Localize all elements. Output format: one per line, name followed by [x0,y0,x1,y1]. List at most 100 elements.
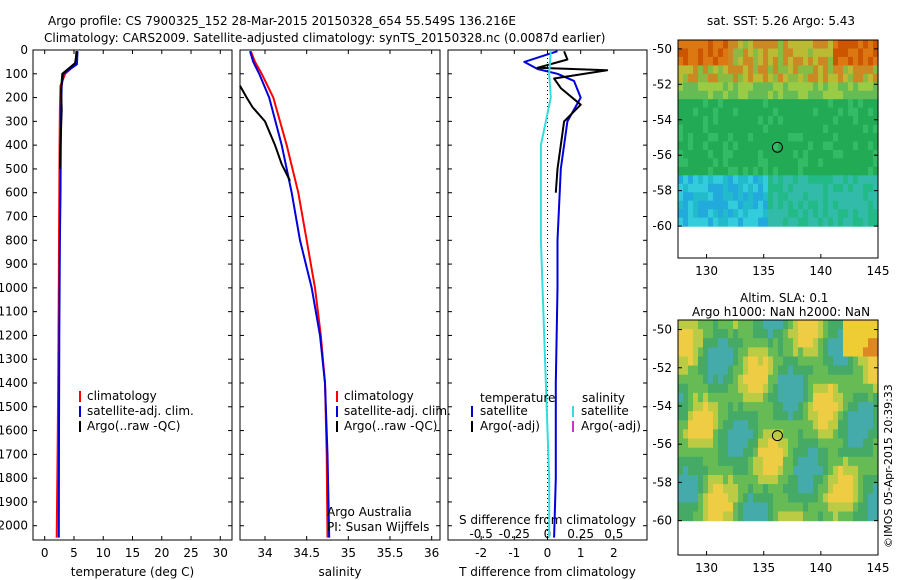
x-tick-label-temperature-5: 25 [183,546,198,560]
argo-position-marker-sst [771,141,783,153]
x-tick-label-temperature-0: 0 [41,546,49,560]
legend-label-difference-3: Argo(-adj) [581,419,641,433]
map-ytick-label-sla-5: -60 [652,514,672,528]
y-tick-label-15: 1500 [0,400,28,414]
map-ytick-label-sst-0: -50 [652,42,672,56]
series-line-salinity-satellite-adj-clim- [249,50,331,538]
annotation-argo-australia: Argo Australia [327,505,412,519]
series-line-difference-s-satellite [539,51,552,538]
y-tick-label-4: 400 [5,138,28,152]
series-line-salinity-argo-raw-qc- [239,85,291,182]
map-xtick-label-sst-0: 130 [695,264,718,278]
x-tick-label-temperature-3: 15 [125,546,140,560]
map-field-sst [678,40,879,227]
y-tick-label-12: 1200 [0,328,28,342]
x-tick-label-difference-1: -1 [508,546,520,560]
x-tick-label-salinity-0: 34 [257,546,272,560]
x-tick-label-salinity-2: 35 [341,546,356,560]
legend-label-salinity-1: satellite-adj. clim. [344,404,451,418]
x-tick-label-difference-2: 0 [544,546,552,560]
x-tick-top-label-0: -0.5 [469,527,492,541]
y-tick-label-9: 900 [5,257,28,271]
y-tick-label-7: 700 [5,210,28,224]
y-tick-label-10: 1000 [0,281,28,295]
y-tick-label-20: 2000 [0,519,28,533]
x-tick-label-temperature-2: 10 [96,546,111,560]
x-tick-top-label-2: 0 [544,527,552,541]
map-border-sla [677,319,879,556]
map-sla-title-2: Argo h1000: NaN h2000: NaN [692,305,871,319]
axes-frame-salinity [239,49,441,541]
y-tick-label-13: 1300 [0,352,28,366]
map-ytick-label-sla-2: -54 [652,399,672,413]
title-line-1: Argo profile: CS 7900325_152 28-Mar-2015… [48,14,517,28]
x-tick-label-temperature-6: 30 [213,546,228,560]
y-tick-label-6: 600 [5,186,28,200]
map-ytick-label-sla-3: -56 [652,437,672,451]
annotation-pi: PI: Susan Wijffels [327,520,429,534]
map-sla-title-1: Altim. SLA: 0.1 [740,291,829,305]
series-line-salinity-climatology [249,50,329,538]
x-axis-label-temperature: temperature (deg C) [71,565,194,579]
map-ytick-label-sst-1: -52 [652,77,672,91]
map-sst-title: sat. SST: 5.26 Argo: 5.43 [707,14,856,28]
legend-label-difference-0: satellite [480,404,528,418]
y-tick-label-14: 1400 [0,376,28,390]
legend-label-difference-1: Argo(-adj) [480,419,540,433]
map-ytick-label-sst-5: -60 [652,219,672,233]
y-tick-label-0: 0 [20,43,28,57]
map-xtick-label-sst-2: 140 [809,264,832,278]
y-tick-label-5: 500 [5,162,28,176]
x-axis-label-difference: T difference from climatology [458,565,636,579]
x-tick-top-label-3: 0.25 [567,527,594,541]
title-line-2: Climatology: CARS2009. Satellite-adjuste… [44,31,606,45]
legend-title-temperature: temperature [480,391,555,405]
legend-label-temperature-1: satellite-adj. clim. [87,404,194,418]
legend-label-temperature-2: Argo(..raw -QC) [87,419,180,433]
legend-title-salinity: salinity [582,391,625,405]
x-tick-label-salinity-1: 34.5 [293,546,320,560]
y-tick-label-18: 1800 [0,471,28,485]
map-xtick-label-sst-3: 145 [867,264,890,278]
credit-text: ©IMOS 05-Apr-2015 20:39:33 [882,384,895,548]
y-tick-label-16: 1600 [0,424,28,438]
x-tick-label-temperature-1: 5 [70,546,78,560]
map-border-sst [677,39,879,259]
x-tick-label-salinity-3: 35.5 [377,546,404,560]
map-ytick-label-sst-4: -58 [652,184,672,198]
map-ytick-label-sla-0: -50 [652,323,672,337]
map-xtick-label-sla-3: 145 [867,561,890,575]
x-tick-top-label-4: 0.5 [604,527,623,541]
x-tick-top-label-1: -0.25 [499,527,530,541]
series-line-difference-t-argo-adj- [536,50,609,193]
map-ytick-label-sst-3: -56 [652,148,672,162]
y-tick-label-3: 300 [5,114,28,128]
y-tick-label-1: 100 [5,67,28,81]
map-xtick-label-sla-0: 130 [695,561,718,575]
argo-position-marker-sla [771,430,783,442]
x-axis-label-salinity: salinity [318,565,361,579]
map-ytick-label-sla-1: -52 [652,361,672,375]
y-tick-label-17: 1700 [0,447,28,461]
series-line-difference-t-satellite [523,50,582,538]
map-xtick-label-sst-1: 135 [752,264,775,278]
axes-frame-temperature [32,49,233,541]
x-tick-label-salinity-4: 36 [424,546,439,560]
legend-label-temperature-0: climatology [87,389,157,403]
x-tick-label-difference-4: 2 [610,546,618,560]
x-axis-label-top: S difference from climatology [459,513,636,527]
series-line-temperature-argo-raw-qc- [58,51,78,169]
map-xtick-label-sla-2: 140 [809,561,832,575]
legend-label-salinity-0: climatology [344,389,414,403]
map-xtick-label-sla-1: 135 [752,561,775,575]
y-tick-label-2: 200 [5,91,28,105]
map-ytick-label-sla-4: -58 [652,475,672,489]
x-tick-label-difference-3: 1 [577,546,585,560]
y-tick-label-19: 1900 [0,495,28,509]
legend-label-salinity-2: Argo(..raw -QC) [344,419,437,433]
legend-label-difference-2: satellite [581,404,629,418]
y-tick-label-8: 800 [5,233,28,247]
x-tick-label-temperature-4: 20 [154,546,169,560]
x-tick-label-difference-0: -2 [475,546,487,560]
